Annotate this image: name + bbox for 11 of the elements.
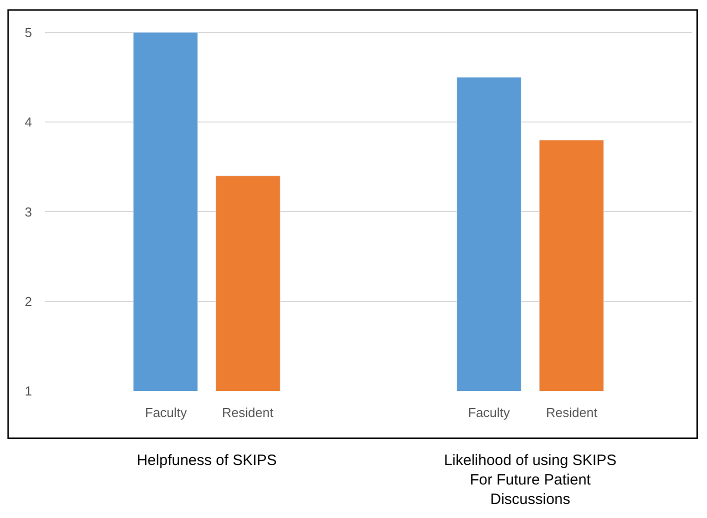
text: Resident — [546, 405, 598, 420]
y-tick-label: 4 — [24, 114, 32, 130]
y-tick-label: 3 — [24, 204, 32, 220]
x-tick-label: Helpfuness of SKIPS — [136, 452, 277, 469]
y-tick-label: 1 — [24, 384, 32, 399]
x-tick-label: Likelihood of using SKIPS For Future Patient Discussions — [444, 452, 617, 508]
series-label: Resident — [222, 405, 274, 420]
y-tick-label: 5 — [24, 24, 32, 40]
text: Faculty — [468, 405, 510, 420]
y-tick-label: 2 — [24, 294, 32, 309]
series-label: Faculty — [145, 405, 188, 420]
